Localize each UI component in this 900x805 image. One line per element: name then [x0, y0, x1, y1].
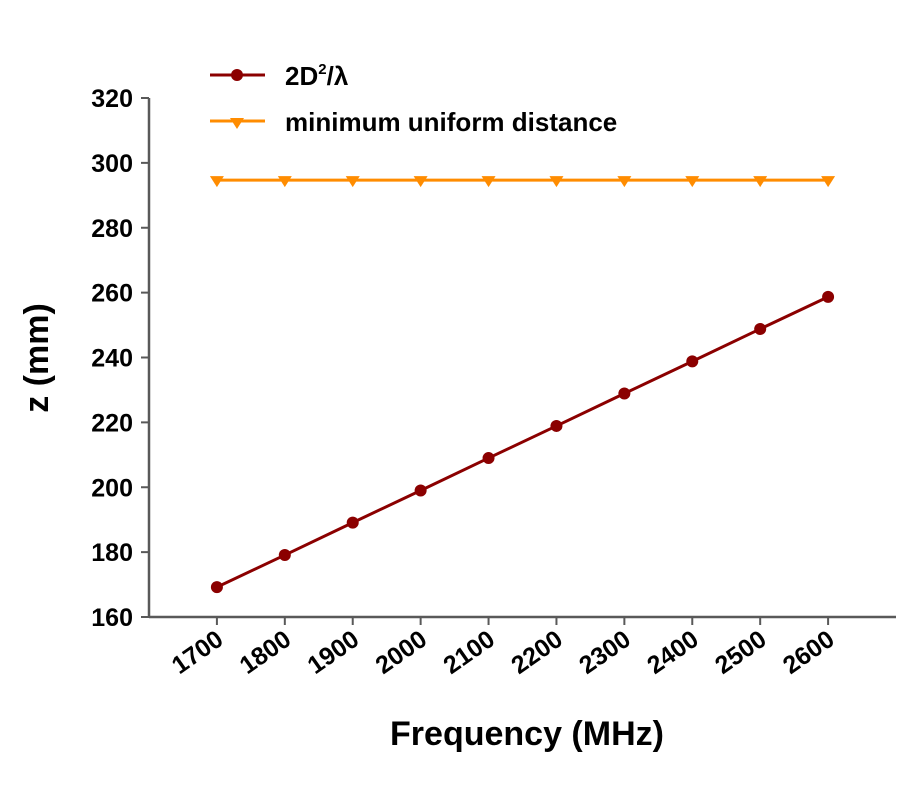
data-point: [685, 176, 700, 188]
data-point: [414, 484, 427, 497]
x-tick-label: 2500: [710, 625, 772, 680]
y-tick-label: 180: [91, 539, 133, 567]
series-layer: [209, 176, 836, 594]
data-point: [822, 290, 835, 303]
legend-marker-series-0: [231, 69, 243, 81]
x-tick-label: 2600: [778, 625, 840, 680]
y-tick-label: 300: [91, 150, 133, 178]
data-point: [277, 176, 292, 188]
legend-marker-series-1: [230, 118, 244, 129]
x-tick-label: 2000: [370, 625, 432, 680]
data-point: [686, 355, 699, 368]
data-point: [821, 176, 836, 188]
data-point: [345, 176, 360, 188]
data-point: [346, 516, 359, 529]
data-point: [754, 322, 767, 335]
data-point: [481, 176, 496, 188]
x-axis-label: Frequency (MHz): [390, 715, 664, 753]
y-axis-label: z (mm): [18, 303, 56, 413]
y-tick-label: 280: [91, 215, 133, 243]
data-point: [753, 176, 768, 188]
series-line-0: [216, 295, 829, 589]
y-tick-label: 260: [91, 280, 133, 308]
data-point: [617, 176, 632, 188]
x-tick-label: 2100: [438, 625, 500, 680]
x-tick-label: 2200: [506, 625, 568, 680]
legend: 2D2/λ minimum uniform distance: [210, 61, 617, 137]
data-point: [210, 581, 223, 594]
y-tick-label: 160: [91, 604, 133, 632]
data-point: [209, 176, 224, 188]
y-tick-label: 200: [91, 474, 133, 502]
data-point: [413, 176, 428, 188]
data-point: [549, 176, 564, 188]
y-tick-label: 320: [91, 85, 133, 113]
data-point: [278, 549, 291, 562]
x-tick-label: 2300: [574, 625, 636, 680]
x-tick-label: 1700: [167, 625, 229, 680]
legend-label-series-0: 2D2/λ: [285, 61, 349, 91]
x-tick-label: 1800: [235, 625, 297, 680]
x-tick-label: 2400: [642, 625, 704, 680]
data-point: [482, 452, 495, 465]
y-tick-label: 220: [91, 409, 133, 437]
data-point: [618, 387, 631, 400]
data-point: [550, 419, 563, 432]
x-tick-label: 1900: [303, 625, 365, 680]
legend-label-series-1: minimum uniform distance: [285, 107, 617, 137]
y-tick-label: 240: [91, 345, 133, 373]
